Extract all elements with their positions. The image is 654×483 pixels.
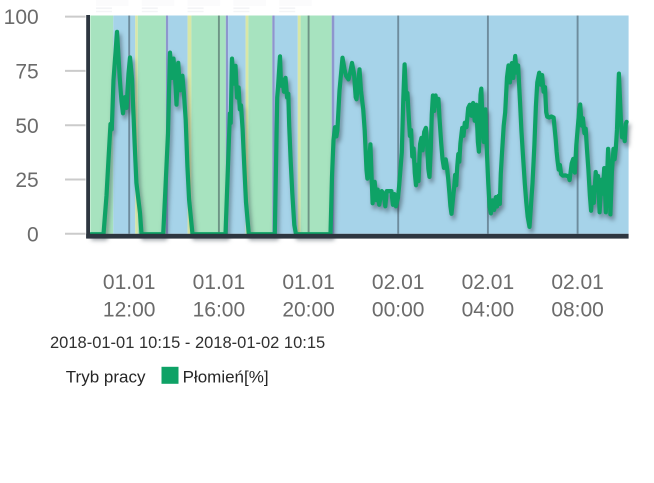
svg-text:02.01: 02.01: [551, 271, 604, 294]
svg-text:12:00: 12:00: [103, 299, 156, 322]
svg-text:Tryb pracy: Tryb pracy: [66, 368, 146, 387]
svg-text:2018-01-01 10:15 - 2018-01-02: 2018-01-01 10:15 - 2018-01-02 10:15: [50, 334, 325, 352]
svg-text:75: 75: [15, 61, 38, 84]
svg-text:01.01: 01.01: [282, 271, 335, 294]
svg-text:02.01: 02.01: [372, 271, 425, 294]
svg-text:01.01: 01.01: [103, 271, 156, 294]
svg-text:25: 25: [15, 169, 38, 192]
svg-text:Płomień[%]: Płomień[%]: [183, 368, 269, 387]
svg-text:100: 100: [4, 6, 39, 29]
svg-text:04:00: 04:00: [462, 299, 515, 322]
svg-text:08:00: 08:00: [551, 299, 604, 322]
svg-text:16:00: 16:00: [193, 299, 246, 322]
svg-text:50: 50: [15, 115, 38, 138]
svg-text:0: 0: [27, 223, 39, 246]
svg-text:01.01: 01.01: [193, 271, 246, 294]
svg-text:20:00: 20:00: [282, 299, 335, 322]
svg-text:02.01: 02.01: [462, 271, 515, 294]
svg-text:00:00: 00:00: [372, 299, 425, 322]
